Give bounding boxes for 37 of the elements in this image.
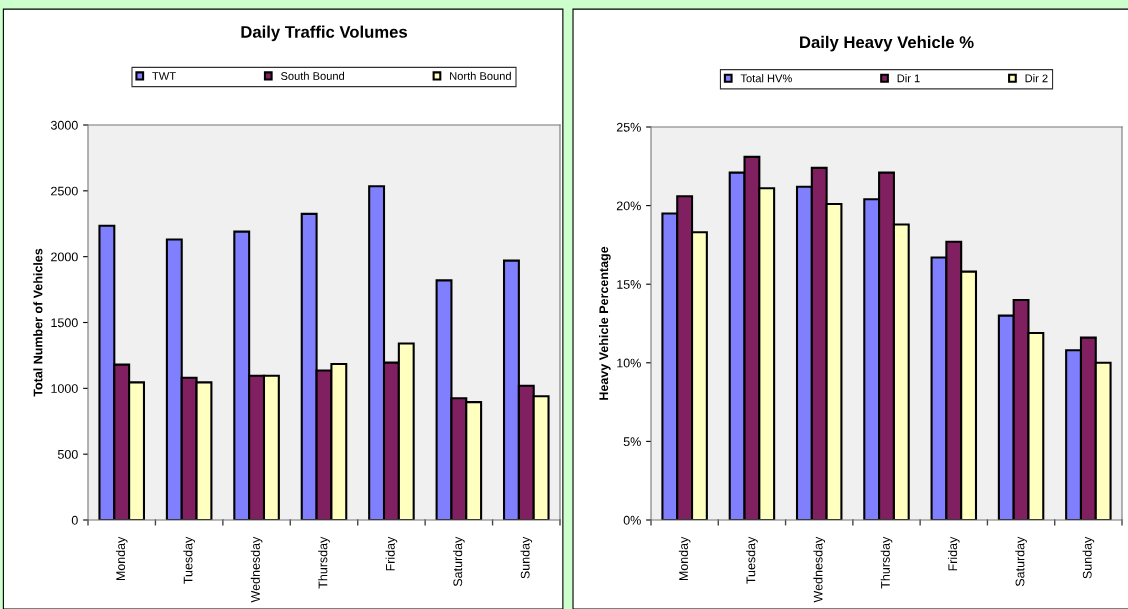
x-tick-label: Monday — [678, 536, 691, 581]
y-tick-label: 0% — [623, 515, 641, 525]
y-tick-label: 5% — [623, 437, 641, 447]
legend-label: Total HV% — [740, 74, 792, 83]
y-tick-label: 10% — [617, 358, 641, 368]
legend-label: North Bound — [450, 71, 511, 80]
x-tick-label: Thursday — [880, 536, 893, 589]
x-tick-label: Sunday — [520, 536, 533, 579]
y-tick-label: 1500 — [51, 318, 78, 328]
x-tick-label: Wednesday — [250, 536, 263, 603]
y-tick-label: 0 — [71, 515, 78, 525]
x-tick-label: Thursday — [318, 536, 330, 589]
x-tick-label: Tuesday — [746, 536, 758, 584]
legend-label: Dir 2 — [1025, 74, 1048, 83]
x-tick-label: Tuesday — [183, 536, 195, 584]
y-tick-label: 1000 — [51, 384, 78, 393]
x-tick-label: Saturday — [453, 536, 465, 587]
legend-label: South Bound — [281, 71, 345, 80]
legend-label: Dir 1 — [897, 74, 920, 83]
x-tick-label: Sunday — [1082, 536, 1095, 579]
x-tick-label: Monday — [115, 536, 128, 581]
y-axis-title: Heavy Vehicle Percentage — [599, 246, 611, 400]
y-tick-label: 3000 — [50, 120, 78, 130]
x-tick-label: Saturday — [1015, 536, 1027, 587]
x-tick-label: Friday — [385, 536, 398, 571]
y-tick-label: 2500 — [51, 186, 78, 196]
x-tick-label: Wednesday — [813, 536, 826, 603]
legend-label: TWT — [152, 72, 176, 80]
y-axis-title: Total Number of Vehicles — [33, 248, 43, 397]
y-tick-label: 15% — [617, 280, 641, 289]
y-tick-label: 20% — [616, 201, 641, 211]
y-tick-label: 500 — [57, 449, 78, 459]
chart-title: Daily Traffic Volumes — [241, 25, 407, 42]
x-tick-label: Friday — [947, 536, 960, 571]
y-tick-label: 2000 — [51, 252, 78, 262]
y-tick-label: 25% — [616, 122, 641, 132]
chart-title: Daily Heavy Vehicle % — [800, 35, 974, 52]
